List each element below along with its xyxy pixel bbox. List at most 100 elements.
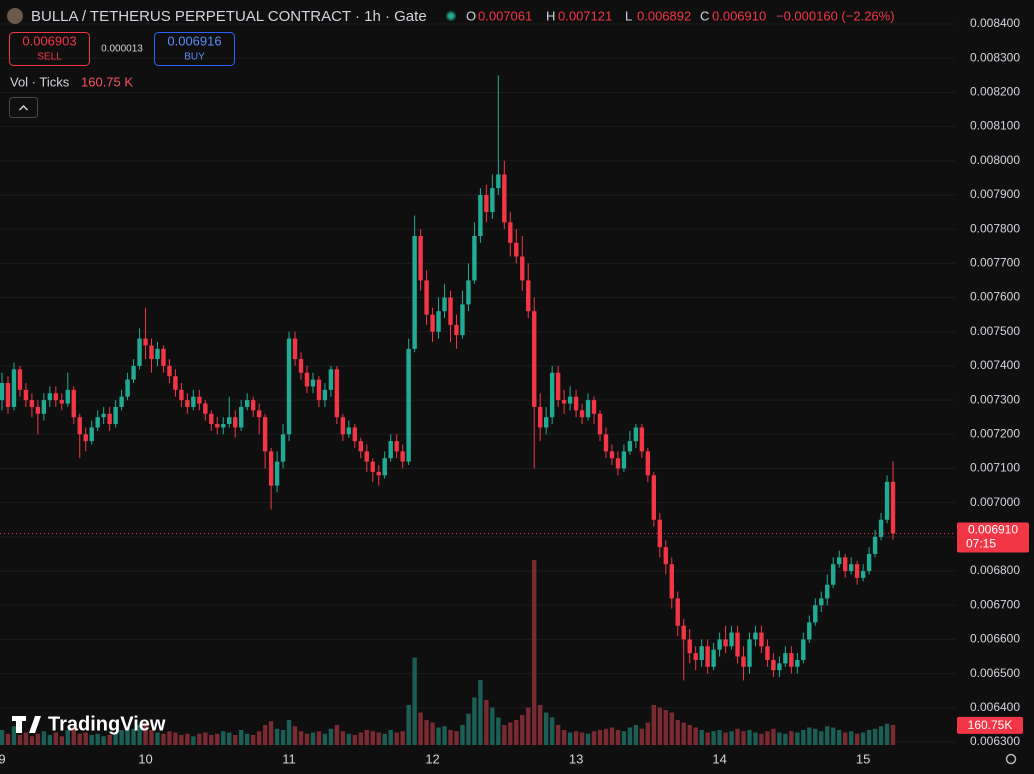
collapse-button[interactable] [9, 97, 38, 118]
candle-body [436, 311, 441, 332]
settings-icon[interactable] [1005, 753, 1017, 765]
volume-bar [89, 735, 94, 745]
ohlc-key: L [625, 8, 632, 23]
candle-body [591, 400, 597, 414]
volume-bar [340, 731, 346, 745]
y-tick-label: 0.006600 [970, 632, 1020, 646]
volume-bar [597, 730, 603, 745]
candle-body [101, 413, 106, 418]
volume-bar [41, 731, 47, 745]
volume-bar [388, 730, 393, 745]
buy-button[interactable] [154, 32, 235, 66]
candle-body [280, 434, 286, 462]
volume-tag-label: 160.75K [968, 718, 1013, 732]
candle-body [705, 646, 710, 667]
candle-body [813, 605, 818, 623]
volume-bar [221, 731, 226, 745]
volume-bar [502, 725, 507, 745]
candle-body [340, 417, 346, 435]
candle-body [442, 297, 447, 312]
candle-body [633, 427, 639, 442]
candle-body [723, 639, 728, 647]
candle-body [256, 410, 262, 418]
candle-body [699, 646, 704, 660]
volume-layer [0, 560, 896, 745]
candle-body [161, 348, 166, 366]
volume-bar [155, 732, 160, 745]
volume-bar [113, 732, 118, 745]
candle-body [47, 393, 53, 401]
volume-bar [412, 657, 417, 745]
volume-bar [549, 717, 555, 745]
candle-body [388, 441, 393, 459]
candle-body [215, 424, 220, 428]
volume-bar [717, 730, 722, 745]
candle-body [95, 417, 100, 428]
candle-body [286, 338, 292, 435]
candle-body [0, 383, 5, 401]
y-tick-label: 0.006400 [970, 700, 1020, 714]
volume-bar [424, 720, 429, 745]
volume-bar [65, 730, 70, 745]
candle-body [848, 564, 854, 572]
candle-body [615, 458, 621, 469]
candle-body [819, 598, 824, 606]
candle-body [394, 441, 399, 452]
ohlc-value: 0.006892 [637, 8, 691, 23]
y-tick-label: 0.007500 [970, 324, 1020, 338]
y-tick-label: 0.006800 [970, 563, 1020, 577]
volume-bar [286, 720, 292, 745]
x-tick-label: 14 [712, 751, 726, 766]
volume-bar [561, 730, 567, 745]
volume-bar [262, 725, 268, 745]
candle-body [334, 369, 340, 418]
volume-bar [872, 728, 878, 745]
candle-body [651, 475, 657, 520]
volume-bar [185, 733, 190, 745]
volume-bar [244, 733, 250, 745]
volume-bar [789, 731, 794, 745]
chart-title: BULLA / TETHERUS PERPETUAL CONTRACT · 1h… [31, 8, 427, 25]
volume-bar [316, 731, 322, 745]
candle-body [191, 396, 196, 407]
candle-body [573, 396, 579, 411]
volume-bar [585, 733, 591, 745]
candle-body [783, 653, 788, 664]
volume-bar [705, 732, 710, 745]
last-price-label: 0.006910 [968, 523, 1018, 537]
volume-bar [825, 726, 830, 745]
x-tick-label: 11 [282, 751, 296, 766]
volume-bar [430, 722, 435, 745]
price-axis-bg [955, 0, 1034, 774]
volume-bar [633, 725, 639, 745]
volume-bar [747, 730, 752, 745]
volume-bar [268, 721, 274, 745]
candle-body [209, 413, 214, 425]
candle-body [555, 372, 561, 401]
candle-body [155, 348, 160, 360]
spread: 0.000013 [101, 44, 143, 55]
volume-bar [651, 705, 657, 745]
candle-body [747, 639, 752, 667]
candle-body [376, 471, 381, 476]
candle-body [543, 417, 549, 428]
candle-body [89, 427, 94, 442]
y-tick-label: 0.007300 [970, 392, 1020, 406]
volume-bar [29, 736, 35, 745]
candle-body [167, 365, 172, 377]
candle-body [549, 372, 555, 418]
candle-body [262, 417, 268, 452]
candle-body [227, 417, 232, 425]
volume-bar [394, 732, 399, 745]
candle-body [687, 639, 692, 654]
candle-body [585, 400, 591, 418]
candle-body [292, 338, 298, 360]
volume-tag [957, 716, 1023, 734]
candle-body [771, 659, 776, 671]
sell-button[interactable] [9, 32, 90, 66]
candle-body [364, 451, 369, 462]
volume-bar [322, 733, 328, 745]
candle-body [250, 400, 256, 411]
candle-body [807, 622, 812, 640]
